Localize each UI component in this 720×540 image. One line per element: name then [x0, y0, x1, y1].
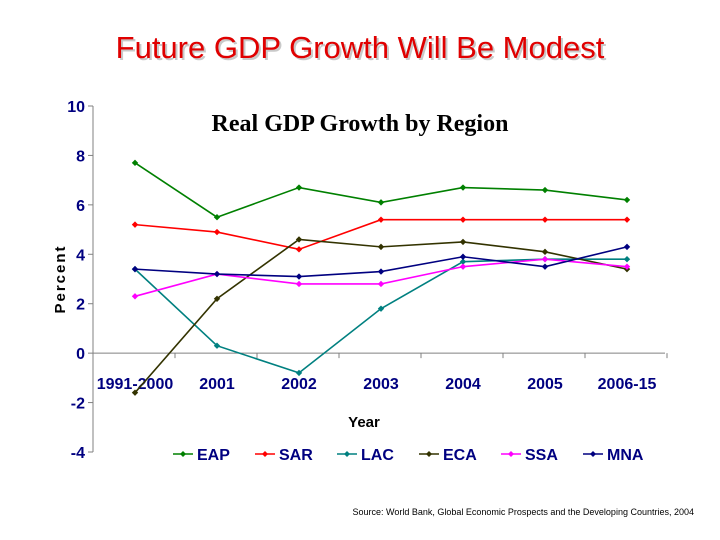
data-point-eap: [623, 196, 631, 204]
data-point-eap: [541, 186, 549, 194]
x-tick-label: 2001: [199, 376, 235, 393]
legend-marker-eap: [180, 451, 186, 457]
data-point-mna: [213, 270, 221, 278]
data-point-eap: [459, 184, 467, 191]
y-tick-label: -2: [71, 396, 85, 413]
data-point-eap: [295, 184, 303, 191]
data-point-eca: [541, 248, 549, 256]
legend-marker-eca: [426, 451, 432, 457]
data-point-lac: [623, 256, 631, 263]
data-point-ssa: [377, 280, 385, 288]
x-tick-label: 2003: [363, 376, 399, 393]
x-tick-label: 2006-15: [598, 376, 657, 393]
data-point-mna: [623, 243, 631, 251]
data-point-lac: [213, 342, 221, 349]
data-point-eca: [131, 389, 139, 396]
y-tick-label: 6: [76, 198, 85, 215]
data-point-mna: [295, 273, 303, 280]
x-tick-label: 2004: [445, 376, 481, 393]
data-point-eap: [377, 199, 385, 206]
y-tick-label: 2: [76, 297, 85, 314]
data-point-eca: [295, 236, 303, 243]
data-point-sar: [213, 228, 221, 236]
data-point-eca: [213, 295, 221, 302]
data-point-eca: [459, 238, 467, 246]
legend-marker-mna: [590, 451, 596, 457]
data-point-ssa: [295, 280, 303, 288]
y-tick-label: 0: [76, 346, 85, 363]
data-point-mna: [541, 263, 549, 270]
data-point-sar: [623, 216, 631, 223]
data-point-lac: [377, 305, 385, 312]
data-point-ssa: [131, 293, 139, 300]
data-point-mna: [131, 265, 139, 273]
y-tick-label: 10: [67, 99, 85, 116]
y-tick-label: 4: [76, 247, 85, 264]
legend-label-eap: EAP: [197, 447, 230, 464]
y-axis-title: Percent: [52, 244, 69, 313]
data-point-lac: [295, 369, 303, 377]
legend-label-mna: MNA: [607, 447, 644, 464]
legend-label-sar: SAR: [279, 447, 313, 464]
data-point-mna: [459, 253, 467, 260]
legend-marker-sar: [262, 451, 268, 457]
series-line-eap: [134, 162, 628, 219]
x-axis-title: Year: [348, 414, 380, 431]
legend-marker-lac: [344, 451, 350, 457]
legend-label-ssa: SSA: [525, 447, 558, 464]
data-point-eap: [131, 159, 139, 167]
x-tick-label: 1991-2000: [97, 376, 174, 393]
legend-label-eca: ECA: [443, 447, 477, 464]
chart-title: Real GDP Growth by Region: [212, 111, 509, 137]
data-point-eca: [377, 243, 385, 251]
data-point-ssa: [623, 263, 631, 270]
data-point-eap: [213, 214, 221, 221]
x-tick-label: 2002: [281, 376, 317, 393]
source-note: Source: World Bank, Global Economic Pros…: [352, 507, 694, 517]
data-point-ssa: [459, 263, 467, 270]
data-point-sar: [377, 216, 385, 223]
legend-marker-ssa: [508, 451, 514, 457]
series-line-eca: [134, 238, 628, 394]
data-point-sar: [541, 216, 549, 223]
slide-title: Future GDP Growth Will Be Modest: [115, 30, 605, 65]
data-point-ssa: [541, 256, 549, 263]
data-point-lac: [459, 258, 467, 265]
data-point-sar: [459, 216, 467, 223]
data-point-mna: [377, 268, 385, 275]
data-point-sar: [295, 246, 303, 253]
legend-label-lac: LAC: [361, 447, 394, 464]
data-point-sar: [131, 221, 139, 228]
x-tick-label: 2005: [527, 376, 563, 393]
y-tick-label: 8: [76, 148, 85, 165]
y-tick-label: -4: [71, 445, 85, 462]
